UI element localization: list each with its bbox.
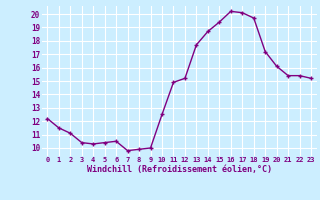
X-axis label: Windchill (Refroidissement éolien,°C): Windchill (Refroidissement éolien,°C)	[87, 165, 272, 174]
